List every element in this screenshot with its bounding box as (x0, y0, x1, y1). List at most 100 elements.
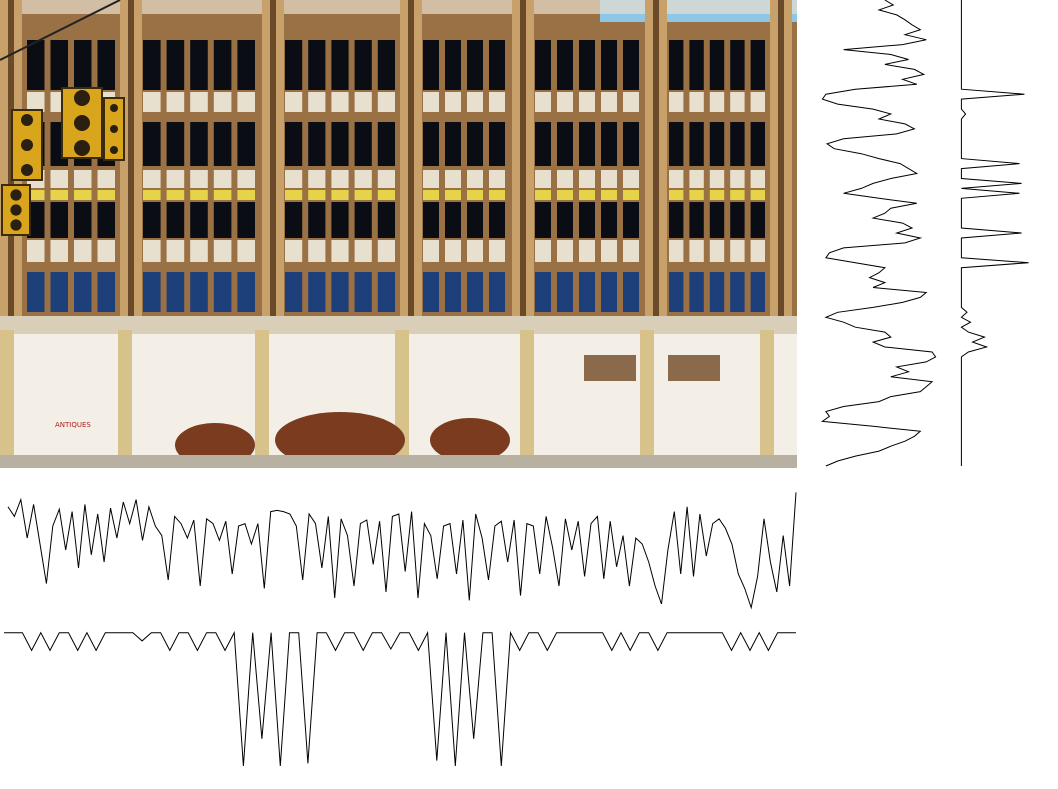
pilaster-groove (270, 0, 276, 320)
storefront-pier (640, 330, 654, 468)
storefront-pier (255, 330, 269, 468)
window-pane (285, 122, 303, 166)
window-pane (143, 190, 161, 200)
window-pane (166, 272, 185, 312)
window-pane (535, 190, 551, 200)
window-pane (237, 272, 255, 312)
window-pane (237, 92, 255, 112)
window-pane (331, 190, 349, 200)
storefront-pier (118, 330, 132, 468)
window-pane (423, 40, 439, 90)
window-pane (97, 40, 115, 90)
window-pane (331, 40, 349, 90)
window-pane (669, 190, 684, 200)
window-pane (467, 190, 483, 200)
window-pane (27, 92, 45, 112)
window-pane (669, 202, 684, 238)
window-pane (623, 202, 639, 238)
window-pane (579, 202, 595, 238)
window-pane (689, 190, 704, 200)
window-pane (535, 240, 551, 262)
window-pane (143, 40, 161, 90)
window-pane (557, 122, 573, 166)
window-pane (689, 240, 704, 262)
window-pane (557, 40, 573, 90)
window-pane (557, 92, 573, 112)
window-pane (579, 272, 595, 312)
window-pane (423, 92, 439, 112)
horizontal-intensity-profile (7, 492, 797, 610)
window-pane (579, 190, 595, 200)
horizontal-edge-series-line (4, 630, 796, 767)
window-pane (601, 190, 617, 200)
window-pane (166, 170, 185, 188)
signal-lamp (74, 90, 90, 106)
window-pane (285, 272, 303, 312)
window-pane (213, 122, 232, 166)
window-pane (535, 202, 551, 238)
window-pane (354, 202, 372, 238)
window-pane (213, 272, 232, 312)
window-pane (27, 272, 45, 312)
window-pane (377, 92, 395, 112)
signal-lamp (21, 164, 33, 176)
pilaster-groove (653, 0, 659, 320)
window-pane (467, 122, 483, 166)
traffic-signal-icon (0, 0, 125, 236)
window-pane (377, 170, 395, 188)
window-pane (750, 122, 765, 166)
signal-lamp (21, 114, 33, 126)
window-pane (354, 92, 372, 112)
window-pane (74, 190, 92, 200)
vertical-edge-series-line (960, 0, 1029, 466)
window-pane (489, 40, 505, 90)
window-pane (50, 272, 68, 312)
window-pane (689, 122, 704, 166)
window-pane (623, 170, 639, 188)
window-pane (50, 190, 68, 200)
signal-lamp (110, 125, 118, 133)
window-pane (750, 240, 765, 262)
window-pane (190, 122, 208, 166)
window-pane (489, 170, 505, 188)
window-pane (143, 202, 161, 238)
window-pane (27, 202, 45, 238)
window-pane (308, 240, 326, 262)
pilaster-groove (520, 0, 526, 320)
window-pane (285, 240, 303, 262)
window-pane (579, 240, 595, 262)
window-pane (467, 202, 483, 238)
window-pane (354, 122, 372, 166)
window-pane (489, 202, 505, 238)
window-pane (190, 170, 208, 188)
window-pane (601, 170, 617, 188)
window-pane (489, 240, 505, 262)
window-pane (445, 190, 461, 200)
window-pane (623, 122, 639, 166)
window-pane (237, 170, 255, 188)
window-pane (709, 170, 725, 188)
window-pane (579, 92, 595, 112)
window-pane (354, 272, 372, 312)
window-pane (237, 240, 255, 262)
window-pane (50, 40, 68, 90)
window-pane (331, 272, 349, 312)
signal-lamp (110, 104, 118, 112)
window-pane (285, 202, 303, 238)
window-pane (730, 272, 745, 312)
signal-lamp (21, 139, 33, 151)
window-pane (213, 92, 232, 112)
window-pane (601, 272, 617, 312)
window-pane (467, 240, 483, 262)
window-pane (623, 272, 639, 312)
window-pane (377, 40, 395, 90)
window-pane (601, 40, 617, 90)
window-pane (730, 40, 745, 90)
window-pane (601, 202, 617, 238)
window-pane (669, 40, 684, 90)
signal-lamp (110, 146, 118, 154)
window-pane (750, 40, 765, 90)
vertical-edge-profile (960, 0, 1029, 466)
storefront-pier (0, 330, 14, 468)
window-pane (143, 272, 161, 312)
